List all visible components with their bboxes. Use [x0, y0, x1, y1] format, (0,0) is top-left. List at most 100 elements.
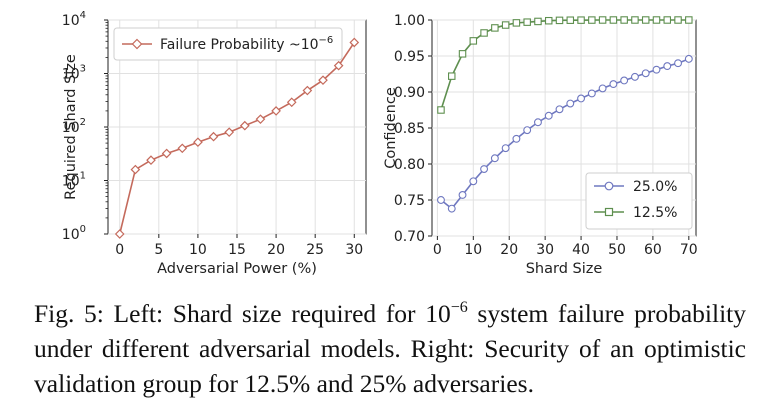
left-y-axis-label: Required Shard Size — [63, 54, 79, 200]
right-data-point-circle — [674, 59, 682, 68]
left-y-tick-exponent: 2 — [80, 117, 86, 128]
left-data-point — [271, 106, 281, 116]
right-data-point-circle — [447, 204, 456, 213]
caption-text-2: system failure probability under differe… — [34, 299, 746, 398]
right-data-point-square — [437, 106, 445, 114]
right-y-axis-label: Confidence — [383, 87, 399, 169]
right-data-point-circle — [534, 118, 542, 127]
right-data-point-circle — [620, 76, 629, 85]
left-y-tick-label: 102 — [62, 117, 86, 136]
right-x-ticks: 0 10 20 30 40 50 60 70 — [433, 236, 698, 258]
right-data-point-circle — [684, 54, 693, 63]
left-x-tick-label: 10 — [189, 242, 207, 258]
left-x-ticks: 0 5 10 15 20 25 30 — [115, 234, 363, 258]
left-legend-box — [113, 27, 343, 61]
right-x-tick-label: 40 — [572, 242, 590, 258]
left-y-tick-exponent: 4 — [80, 10, 86, 21]
left-x-tick-label: 15 — [228, 242, 246, 258]
left-data-point — [333, 60, 344, 71]
right-y-tick-label: 0.95 — [394, 49, 425, 65]
right-chart: 0 10 20 30 40 50 60 70 0.70 0.75 0.80 0.85 0.90 0.95… — [383, 13, 698, 277]
right-y-tick-label: 0.85 — [394, 121, 425, 137]
right-data-point-square — [631, 16, 639, 24]
right-data-point-square — [588, 16, 596, 24]
right-y-tick-label: 0.90 — [394, 85, 425, 101]
left-x-tick-label: 30 — [345, 242, 363, 258]
right-x-tick-label: 20 — [500, 242, 518, 258]
right-data-point-circle — [577, 94, 586, 103]
right-data-point-square — [544, 16, 553, 25]
right-data-point-circle — [437, 196, 445, 204]
left-y-tick-exponent: 0 — [80, 224, 86, 235]
right-x-tick-label: 60 — [644, 242, 662, 258]
right-x-tick-label: 0 — [433, 242, 442, 258]
right-data-point-square — [620, 16, 628, 24]
right-data-point-circle — [598, 84, 607, 93]
right-legend-marker-12 — [604, 207, 614, 217]
right-data-point-square — [458, 50, 467, 58]
left-data-point — [161, 148, 172, 159]
right-y-tick-label: 0.75 — [394, 193, 425, 209]
left-data-point — [146, 155, 156, 166]
right-x-tick-label: 50 — [608, 242, 626, 258]
left-y-tick-exponent: 3 — [80, 64, 86, 75]
left-data-point — [318, 75, 328, 86]
right-data-point-square — [534, 17, 542, 26]
right-data-point-square — [609, 16, 618, 24]
right-data-point-circle — [641, 69, 650, 78]
right-data-point-circle — [566, 99, 575, 108]
left-y-tick-base: 10 — [62, 227, 80, 243]
left-data-point — [114, 229, 125, 239]
left-x-tick-label: 5 — [154, 242, 163, 258]
right-x-tick-label: 70 — [680, 242, 698, 258]
right-data-point-square — [598, 16, 607, 24]
left-series-line — [118, 42, 355, 235]
right-data-point-circle — [490, 154, 499, 163]
left-legend: Failure Probability ~10−6 — [113, 27, 343, 61]
right-x-tick-label: 10 — [464, 242, 482, 258]
caption-exponent: −6 — [450, 299, 468, 316]
right-data-point-circle — [555, 105, 564, 114]
figure-caption: Fig. 5: Left: Shard size required for 10… — [34, 296, 746, 401]
left-x-tick-label: 0 — [115, 242, 124, 258]
right-data-point-square — [491, 24, 499, 32]
left-legend-marker — [131, 38, 143, 50]
right-data-point-square — [641, 16, 650, 24]
left-x-tick-label: 20 — [267, 242, 285, 258]
left-y-tick-exponent: 1 — [80, 171, 86, 182]
right-x-axis-label: Shard Size — [526, 261, 603, 277]
left-y-tick-base: 10 — [62, 13, 80, 29]
right-y-tick-label: 1.00 — [394, 13, 425, 29]
right-data-point-circle — [630, 72, 639, 81]
left-x-axis-label: Adversarial Power (%) — [157, 261, 317, 277]
caption-text-1: Left: Shard size required for — [103, 299, 426, 328]
right-data-point-square — [480, 29, 488, 37]
right-data-point-square — [566, 16, 575, 24]
left-data-point — [349, 37, 360, 48]
right-data-point-circle — [523, 126, 532, 135]
right-y-tick-label: 0.70 — [394, 229, 425, 245]
right-data-point-square — [523, 18, 531, 26]
right-data-point-circle — [480, 165, 489, 173]
right-data-point-square — [663, 16, 672, 24]
left-series — [114, 37, 360, 239]
left-data-point — [255, 114, 266, 125]
right-data-point-circle — [458, 191, 467, 199]
right-data-point-square — [577, 16, 585, 24]
left-y-tick-label: 104 — [62, 10, 86, 29]
right-y-ticks: 0.70 0.75 0.80 0.85 0.90 0.95 1.00 — [394, 13, 432, 245]
right-data-point-circle — [512, 134, 521, 143]
left-data-point — [193, 137, 203, 148]
caption-base: 10 — [425, 299, 451, 328]
right-data-point-circle — [652, 65, 661, 74]
right-data-point-circle — [501, 144, 510, 153]
right-legend-label-12: 12.5% — [633, 205, 677, 221]
right-data-point-circle — [587, 89, 596, 98]
left-data-point — [130, 164, 141, 175]
left-y-tick-label: 103 — [62, 64, 86, 83]
caption-label: Fig. 5: — [34, 299, 104, 328]
right-data-point-square — [674, 16, 682, 24]
